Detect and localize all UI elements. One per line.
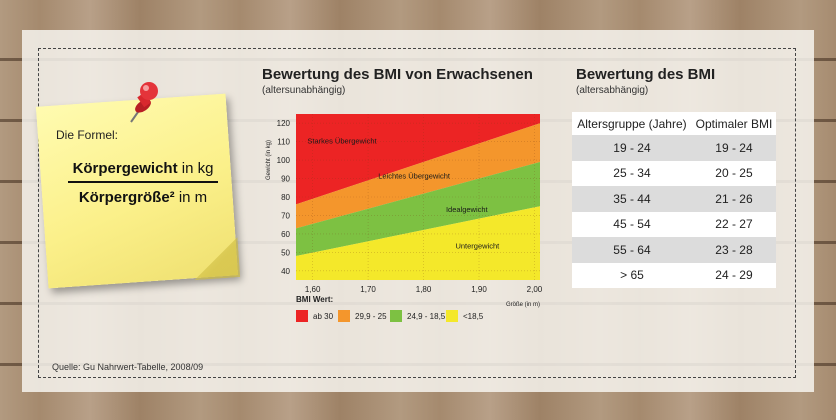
formula-numerator: Körpergewicht in kg — [68, 160, 218, 177]
denominator-main: Körpergröße² — [78, 188, 175, 206]
header-optimal-bmi: Optimaler BMI — [691, 112, 776, 135]
age-cell: 45 - 54 — [572, 211, 692, 237]
table-row: > 65 24 - 29 — [572, 262, 776, 288]
age-cell: 19 - 24 — [572, 135, 692, 161]
chart-title: Bewertung des BMI von Erwachsenen — [262, 66, 533, 83]
age-cell: > 65 — [572, 262, 692, 288]
fraction-line — [68, 181, 218, 183]
bmi-formula: Körpergewicht in kg Körpergröße² in m — [68, 160, 218, 206]
table-header-row: Altersgruppe (Jahre) Optimaler BMI — [572, 112, 776, 135]
age-cell: 55 - 64 — [572, 237, 692, 263]
bmi-cell: 20 - 25 — [691, 160, 776, 186]
numerator-main: Körpergewicht — [72, 160, 178, 177]
table-row: 19 - 24 19 - 24 — [572, 135, 776, 161]
bmi-age-table: Altersgruppe (Jahre) Optimaler BMI 19 - … — [572, 112, 776, 288]
note-curl — [192, 237, 241, 280]
age-cell: 25 - 34 — [572, 160, 692, 186]
source-note: Quelle: Gu Nahrwert-Tabelle, 2008/09 — [52, 362, 204, 372]
header-age-group: Altersgruppe (Jahre) — [572, 112, 692, 135]
table-row: 25 - 34 20 - 25 — [572, 160, 776, 186]
bmi-cell: 24 - 29 — [691, 262, 776, 288]
table-row: 55 - 64 23 - 28 — [572, 237, 776, 263]
formula-denominator: Körpergröße² in m — [68, 189, 218, 206]
dashed-border — [38, 48, 796, 378]
table-row: 45 - 54 22 - 27 — [572, 211, 776, 237]
bmi-cell: 23 - 28 — [691, 237, 776, 263]
table-row: 35 - 44 21 - 26 — [572, 186, 776, 212]
denominator-unit: in m — [178, 188, 208, 206]
table-subtitle: (altersabhängig) — [576, 85, 649, 96]
age-cell: 35 - 44 — [572, 186, 692, 212]
bmi-cell: 21 - 26 — [691, 186, 776, 212]
formula-intro: Die Formel: — [56, 128, 119, 142]
pushpin-icon — [130, 82, 158, 123]
chart-subtitle: (altersunabhängig) — [262, 85, 346, 96]
bmi-cell: 22 - 27 — [691, 211, 776, 237]
table-title: Bewertung des BMI — [576, 66, 716, 83]
numerator-unit: in kg — [181, 160, 214, 177]
bmi-cell: 19 - 24 — [691, 135, 776, 161]
